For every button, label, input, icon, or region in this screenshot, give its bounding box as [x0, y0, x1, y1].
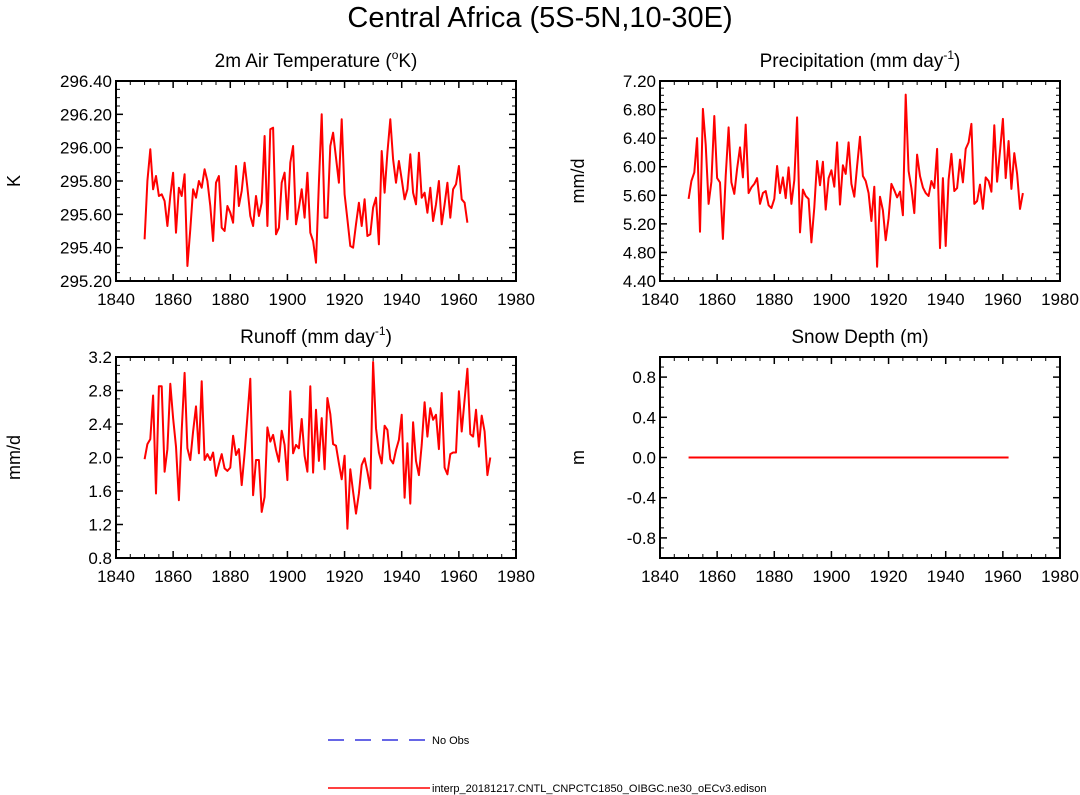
- plot-frame: [659, 80, 1061, 282]
- panel-title: Snow Depth (m): [791, 327, 928, 348]
- y-tick-label: 0.8: [632, 368, 656, 387]
- y-tick-label: 5.60: [623, 186, 656, 205]
- panel-runoff: Runoff (mm day-1) mm/d 1840 1860 1880 1900 192…: [4, 324, 535, 586]
- x-tick-label: 1980: [1041, 290, 1079, 309]
- y-tick-label: 0.8: [88, 549, 112, 568]
- legend-label-no-obs: No Obs: [432, 735, 470, 747]
- x-tick-label: 1920: [870, 290, 908, 309]
- y-axis-label: mm/d: [568, 159, 588, 204]
- y-axis-label: K: [4, 175, 24, 187]
- panel-air-temperature: 2m Air Temperature (oK) K 1840 1860 1880 1900…: [4, 48, 535, 309]
- y-tick-label: 295.60: [60, 205, 112, 224]
- y-tick-label: 7.20: [623, 72, 656, 91]
- panel-title-tail: K): [398, 51, 417, 72]
- x-tick-label: 1860: [698, 567, 736, 586]
- panel-title: Precipitation (mm day-1): [760, 48, 961, 72]
- panel-title-tail: ): [386, 327, 392, 348]
- x-tick-label: 1860: [154, 290, 192, 309]
- x-tick-label: 1860: [154, 567, 192, 586]
- x-tick-label: 1980: [497, 567, 535, 586]
- y-tick-label: -0.4: [627, 489, 656, 508]
- panel-precipitation: Precipitation (mm day-1) mm/d 1840 1860 1880…: [568, 48, 1079, 309]
- plot-frame: [659, 356, 1061, 559]
- x-tick-label: 1840: [641, 290, 679, 309]
- x-tick-label: 1920: [870, 567, 908, 586]
- x-tick-label: 1860: [698, 290, 736, 309]
- legend-label-model: interp_20181217.CNTL_CNPCTC1850_OIBGC.ne…: [432, 783, 766, 795]
- y-tick-label: 1.2: [88, 516, 112, 535]
- y-tick-label: 6.00: [623, 158, 656, 177]
- x-tick-label: 1900: [813, 567, 851, 586]
- y-tick-label: 295.20: [60, 272, 112, 291]
- y-tick-label: 4.80: [623, 243, 656, 262]
- x-tick-label: 1960: [984, 567, 1022, 586]
- panel-title: Runoff (mm day-1): [240, 324, 392, 348]
- y-tick-label: 295.80: [60, 172, 112, 191]
- plot-frame: [115, 356, 517, 559]
- x-tick-label: 1840: [97, 290, 135, 309]
- x-tick-label: 1880: [211, 567, 249, 586]
- legend: No Obs interp_20181217.CNTL_CNPCTC1850_O…: [328, 735, 766, 795]
- y-tick-label: 2.4: [88, 415, 112, 434]
- panel-title: 2m Air Temperature (oK): [215, 48, 418, 72]
- panel-title-text: Runoff (mm day: [240, 327, 375, 348]
- series-line-runoff: [143, 361, 492, 530]
- y-tick-label: 1.6: [88, 482, 112, 501]
- page-title: Central Africa (5S-5N,10-30E): [347, 2, 733, 34]
- y-tick-label: 0.0: [632, 449, 656, 468]
- x-tick-label: 1940: [383, 290, 421, 309]
- y-tick-label: 0.4: [632, 408, 656, 427]
- panel-title-text: Snow Depth (m): [791, 327, 928, 348]
- y-tick-label: 296.00: [60, 139, 112, 158]
- x-tick-label: 1920: [326, 567, 364, 586]
- y-tick-label: 2.0: [88, 449, 112, 468]
- x-tick-label: 1840: [97, 567, 135, 586]
- plot-frame: [115, 80, 517, 282]
- series-line-air-temperature: [143, 113, 469, 267]
- x-tick-label: 1940: [383, 567, 421, 586]
- panel-title-tail: ): [954, 51, 960, 72]
- y-tick-label: 6.80: [623, 101, 656, 120]
- panel-title-text: 2m Air Temperature (: [215, 51, 393, 72]
- x-tick-label: 1880: [755, 290, 793, 309]
- x-tick-label: 1900: [269, 290, 307, 309]
- x-tick-label: 1880: [211, 290, 249, 309]
- x-tick-label: 1880: [755, 567, 793, 586]
- x-tick-label: 1900: [269, 567, 307, 586]
- x-tick-label: 1980: [497, 290, 535, 309]
- y-axis-label: mm/d: [4, 435, 24, 480]
- x-tick-label: 1980: [1041, 567, 1079, 586]
- panel-title-superscript: o: [392, 48, 399, 62]
- x-tick-label: 1960: [984, 290, 1022, 309]
- x-tick-label: 1900: [813, 290, 851, 309]
- panel-title-superscript: -1: [375, 324, 386, 338]
- x-tick-label: 1920: [326, 290, 364, 309]
- y-tick-label: 295.40: [60, 239, 112, 258]
- series-line-precipitation: [687, 93, 1024, 268]
- y-tick-label: 4.40: [623, 272, 656, 291]
- y-tick-label: 3.2: [88, 348, 112, 367]
- x-tick-label: 1960: [440, 290, 478, 309]
- y-tick-label: 2.8: [88, 382, 112, 401]
- y-tick-label: 296.20: [60, 105, 112, 124]
- x-tick-label: 1840: [641, 567, 679, 586]
- x-tick-label: 1940: [927, 567, 965, 586]
- y-tick-label: 6.40: [623, 129, 656, 148]
- panel-snow-depth: Snow Depth (m) m 1840 1860 1880 1900 1920 1940 1…: [568, 327, 1079, 586]
- y-tick-label: 296.40: [60, 72, 112, 91]
- panel-title-text: Precipitation (mm day: [760, 51, 944, 72]
- x-tick-label: 1960: [440, 567, 478, 586]
- y-axis-label: m: [568, 450, 588, 465]
- x-tick-label: 1940: [927, 290, 965, 309]
- panel-title-superscript: -1: [943, 48, 954, 62]
- y-tick-label: 5.20: [623, 215, 656, 234]
- y-tick-label: -0.8: [627, 529, 656, 548]
